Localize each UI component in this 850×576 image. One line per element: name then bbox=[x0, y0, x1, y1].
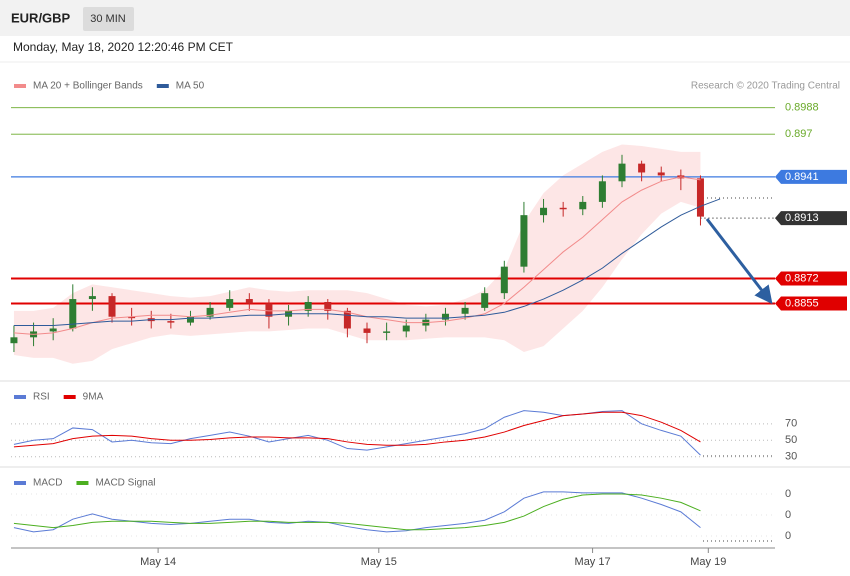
candle-body bbox=[540, 207, 548, 216]
x-tick-label: May 14 bbox=[140, 556, 176, 568]
bollinger-band bbox=[13, 144, 701, 364]
candle-body bbox=[206, 307, 214, 317]
series-line bbox=[13, 198, 721, 327]
candle-body bbox=[481, 293, 489, 308]
series-line bbox=[13, 493, 701, 531]
legend-swatch bbox=[76, 481, 89, 485]
panel: MACD MACD Signal 0 0 0 May 14 May 15 May 17 May … bbox=[11, 478, 791, 568]
series-line bbox=[13, 491, 701, 533]
level-tag bbox=[775, 271, 847, 286]
candle-body bbox=[186, 316, 194, 323]
level-tag bbox=[775, 169, 847, 184]
candle-body bbox=[657, 172, 665, 176]
y-tick-label: 30 bbox=[785, 451, 797, 463]
candle-body bbox=[88, 296, 96, 300]
level-label: 0.8872 bbox=[785, 272, 819, 284]
candle-body bbox=[618, 163, 626, 182]
series-line bbox=[13, 176, 701, 335]
level-label: 0.8988 bbox=[785, 102, 819, 114]
credit: Research © 2020 Trading Central bbox=[691, 81, 840, 92]
candle-body bbox=[245, 299, 253, 304]
y-tick-label: 0 bbox=[785, 488, 791, 500]
interval-box[interactable] bbox=[83, 7, 134, 31]
candle-body bbox=[696, 178, 704, 217]
y-tick-label: 70 bbox=[785, 418, 797, 430]
candle-body bbox=[383, 331, 391, 333]
candle-body bbox=[69, 299, 77, 329]
level-tag bbox=[775, 296, 847, 311]
candle-body bbox=[265, 303, 273, 317]
level-label: 0.8913 bbox=[785, 212, 819, 224]
candle-body bbox=[343, 310, 351, 329]
candle-body bbox=[49, 328, 57, 332]
candle-body bbox=[108, 296, 116, 317]
header-bar bbox=[0, 0, 850, 36]
symbol: EUR/GBP bbox=[11, 10, 71, 25]
y-tick-label: 0 bbox=[785, 509, 791, 521]
level-label: 0.897 bbox=[785, 128, 813, 140]
level-tag bbox=[775, 211, 847, 226]
panel: RSI 9MA 70 50 30 bbox=[11, 392, 797, 463]
candle-body bbox=[441, 313, 449, 320]
forecast-arrow bbox=[705, 218, 773, 305]
legend-label: RSI bbox=[33, 392, 50, 403]
legend-swatch bbox=[14, 481, 26, 485]
x-tick-label: May 15 bbox=[361, 556, 397, 568]
level-label: 0.8941 bbox=[785, 171, 819, 183]
legend-swatch bbox=[156, 84, 169, 88]
y-tick-label: 50 bbox=[785, 434, 797, 446]
series-line bbox=[13, 411, 701, 448]
candle-body bbox=[461, 307, 469, 314]
candle-body bbox=[500, 266, 508, 294]
candle-body bbox=[128, 316, 136, 319]
x-tick-label: May 17 bbox=[575, 556, 611, 568]
candle-body bbox=[10, 337, 18, 344]
panel: MA 20 + Bollinger Bands MA 50 0.8988 0.897 0… bbox=[10, 81, 847, 364]
legend-label: MACD bbox=[33, 478, 62, 489]
series-line bbox=[13, 410, 701, 456]
y-tick-label: 0 bbox=[785, 530, 791, 542]
legend-swatch bbox=[14, 395, 26, 399]
candle-body bbox=[520, 215, 528, 267]
candle-body bbox=[167, 321, 175, 323]
legend-label: 9MA bbox=[83, 392, 104, 403]
candle-body bbox=[638, 163, 646, 173]
candle-body bbox=[226, 299, 234, 308]
interval[interactable]: 30 MIN bbox=[90, 13, 126, 25]
level-label: 0.8855 bbox=[785, 297, 819, 309]
candle-body bbox=[579, 201, 587, 210]
candle-body bbox=[402, 325, 410, 332]
legend-swatch bbox=[63, 395, 76, 399]
candle-body bbox=[598, 181, 606, 202]
legend-label: MA 50 bbox=[176, 81, 205, 92]
legend-label: MACD Signal bbox=[95, 478, 155, 489]
x-tick-label: May 19 bbox=[690, 556, 726, 568]
legend-label: MA 20 + Bollinger Bands bbox=[33, 81, 143, 92]
legend-swatch bbox=[14, 84, 26, 88]
candle-body bbox=[304, 301, 312, 311]
candle-body bbox=[363, 328, 371, 333]
datetime: Monday, May 18, 2020 12:20:46 PM CET bbox=[13, 40, 234, 54]
candle-body bbox=[324, 301, 332, 311]
candle-body bbox=[559, 207, 567, 210]
